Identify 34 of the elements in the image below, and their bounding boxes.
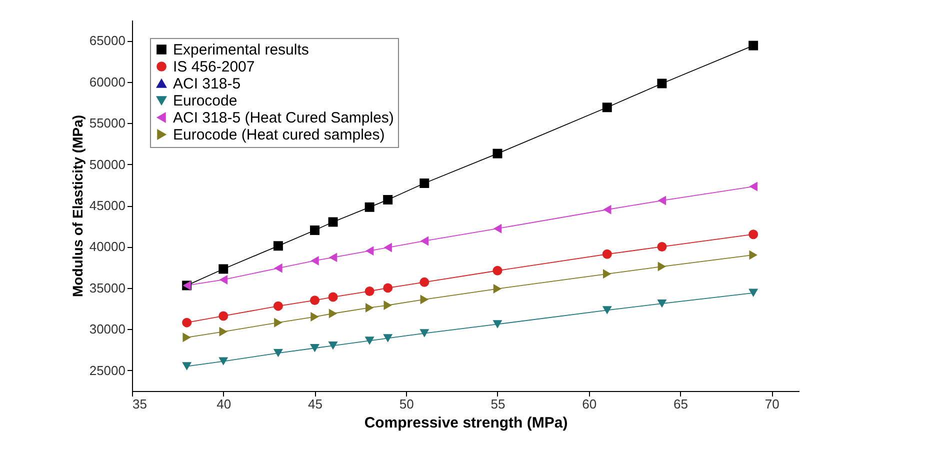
y-tick-label: 45000	[89, 198, 126, 213]
point	[420, 178, 430, 188]
x-tick-label: 55	[490, 396, 506, 412]
x-tick-label: 40	[216, 396, 232, 412]
point	[310, 296, 320, 306]
point	[310, 256, 319, 266]
y-tick-label: 65000	[89, 33, 126, 48]
y-tick-label: 55000	[89, 116, 126, 131]
y-tick-label: 40000	[89, 239, 126, 254]
legend-label: Eurocode (Heat cured samples)	[173, 126, 385, 144]
y-tick-label: 60000	[89, 74, 126, 90]
point	[383, 194, 393, 204]
x-tick-label: 50	[399, 396, 414, 412]
y-tick-label: 25000	[89, 362, 126, 378]
x-tick-label: 60	[582, 396, 597, 412]
point	[365, 302, 374, 312]
legend-label: Experimental results	[173, 42, 309, 58]
y-tick-label: 50000	[89, 156, 126, 172]
x-tick-label: 35	[132, 396, 147, 412]
y-axis-title: Modulus of Elasticity (MPa)	[69, 114, 86, 298]
y-tick-label: 35000	[89, 280, 126, 296]
x-tick-label: 70	[764, 396, 780, 412]
x-tick-label: 45	[308, 396, 322, 412]
point	[310, 225, 320, 235]
x-axis-title: Compressive strength (MPa)	[364, 414, 568, 432]
point	[657, 242, 667, 252]
y-tick-label: 30000	[89, 322, 126, 337]
point	[310, 344, 320, 352]
point	[493, 284, 502, 294]
legend-label: ACI 318-5 (Heat Cured Samples)	[173, 110, 394, 126]
legend-label: Eurocode	[173, 92, 238, 110]
legend-label: ACI 318-5	[173, 76, 241, 92]
x-tick-label: 65	[673, 396, 688, 412]
legend-label: IS 456-2007	[173, 58, 255, 76]
